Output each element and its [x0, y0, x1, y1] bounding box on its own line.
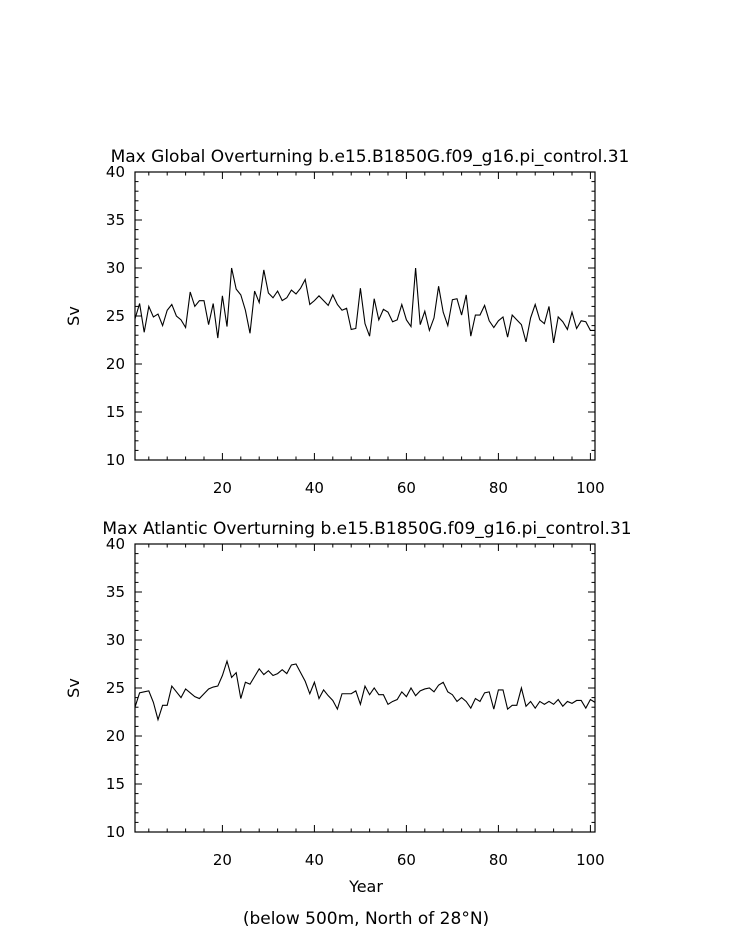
y-tick-label: 35 [106, 211, 125, 229]
x-tick-label: 100 [576, 479, 605, 497]
y-tick-label: 20 [106, 355, 125, 373]
y-tick-label: 10 [106, 823, 125, 841]
tick-labels: 10 15 20 25 30 35 40 20 40 60 80 100 [106, 535, 605, 869]
y-tick-label: 15 [106, 403, 125, 421]
y-axis-label: Sv [64, 306, 83, 326]
tick-marks [135, 171, 595, 461]
x-tick-label: 40 [305, 851, 324, 869]
x-axis-label: Year [348, 877, 383, 896]
panel-title: Max Global Overturning b.e15.B1850G.f09_… [111, 147, 630, 167]
x-tick-label: 60 [397, 851, 416, 869]
y-tick-label: 30 [106, 631, 125, 649]
y-tick-label: 35 [106, 583, 125, 601]
y-tick-label: 40 [106, 535, 125, 553]
atlantic-overturning-panel: Max Atlantic Overturning b.e15.B1850G.f0… [64, 519, 632, 896]
plot-frame [134, 543, 596, 833]
y-tick-label: 30 [106, 259, 125, 277]
x-tick-label: 20 [213, 479, 232, 497]
series-line-atlantic [134, 659, 596, 722]
panel-title: Max Atlantic Overturning b.e15.B1850G.f0… [102, 519, 631, 539]
y-tick-label: 40 [106, 163, 125, 181]
x-tick-label: 80 [489, 851, 508, 869]
y-tick-label: 15 [106, 775, 125, 793]
y-tick-label: 20 [106, 727, 125, 745]
x-tick-label: 80 [489, 479, 508, 497]
y-axis-label: Sv [64, 678, 83, 698]
series-line-global [134, 267, 595, 343]
x-tick-label: 100 [576, 851, 605, 869]
footnote: (below 500m, North of 28°N) [243, 909, 489, 929]
y-tick-label: 25 [106, 679, 125, 697]
y-tick-label: 25 [106, 307, 125, 325]
x-tick-label: 40 [305, 479, 324, 497]
tick-labels: 10 15 20 25 30 35 40 20 40 60 80 100 [106, 163, 605, 497]
global-overturning-panel: Max Global Overturning b.e15.B1850G.f09_… [64, 147, 629, 497]
x-tick-label: 60 [397, 479, 416, 497]
x-tick-label: 20 [213, 851, 232, 869]
y-tick-label: 10 [106, 451, 125, 469]
plot-frame [134, 171, 596, 461]
